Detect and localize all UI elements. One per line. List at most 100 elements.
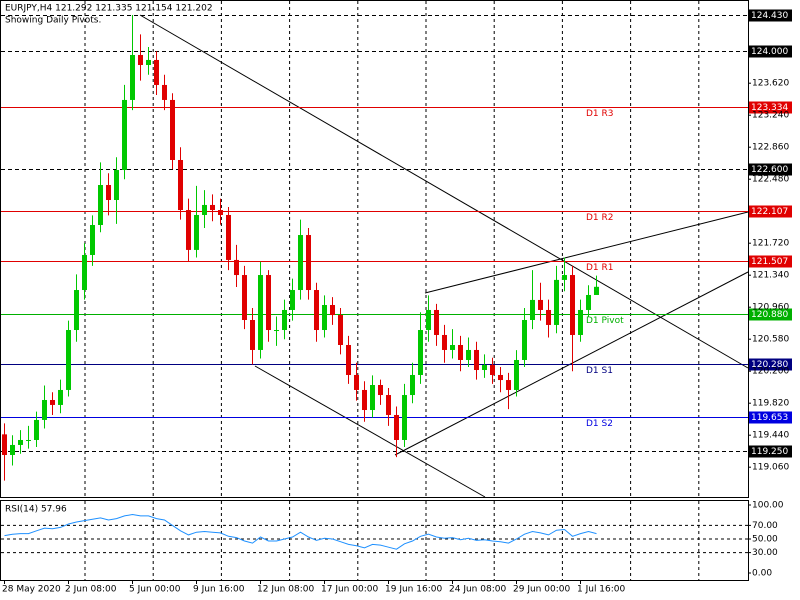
rsi-tick-label: 30.00 [752, 548, 778, 558]
level-label-box [748, 9, 792, 22]
candle-body [514, 359, 519, 390]
y-tick-label: 121.340 [752, 271, 789, 281]
candle-body [234, 259, 239, 276]
candle-body [562, 275, 567, 280]
candle-body [82, 254, 87, 291]
candle-body [186, 210, 191, 250]
candle-body [378, 385, 383, 396]
candle-body [538, 299, 543, 310]
y-tick-label: 123.240 [752, 111, 789, 121]
candle-body [162, 84, 167, 100]
y-tick-label: 120.960 [752, 303, 789, 313]
level-name: D1 R1 [586, 263, 614, 273]
chart-title: EURJPY,H4 121.292 121.335 121.154 121.20… [5, 4, 213, 14]
candle-body [402, 395, 407, 440]
x-tick-label: 17 Jun 00:00 [321, 585, 378, 595]
candle-body [18, 439, 23, 445]
candle-body [410, 374, 415, 396]
y-tick-label: 123.620 [752, 79, 789, 89]
candle-body [154, 59, 159, 85]
level-name: D1 R2 [586, 213, 614, 223]
rsi-label: RSI(14) 57.96 [5, 505, 67, 515]
y-tick-label: 120.200 [752, 367, 789, 377]
candle-body [434, 309, 439, 335]
rsi-tick-label: 50.00 [752, 535, 778, 545]
candle-body [138, 54, 143, 66]
candle-body [338, 315, 343, 346]
level-label-box [748, 45, 792, 58]
candle-body [242, 275, 247, 320]
candle-body [546, 309, 551, 325]
candle-body [474, 349, 479, 371]
candle-body [482, 364, 487, 371]
candle-body [418, 330, 423, 375]
candles [2, 14, 599, 481]
x-tick-label: 28 May 2020 [2, 585, 61, 595]
level-value-label: 123.334 [751, 103, 788, 113]
candle-body [170, 99, 175, 160]
candle-body [554, 279, 559, 325]
rsi-tick-label: 100.00 [752, 501, 784, 511]
level-label-box [748, 255, 792, 268]
candle-body [98, 185, 103, 226]
candle-body [114, 170, 119, 200]
candle-body [122, 99, 127, 171]
level-label-box [748, 163, 792, 176]
candle-body [290, 290, 295, 310]
candle-body [578, 309, 583, 335]
level-label-box [748, 445, 792, 458]
level-label-box [748, 101, 792, 114]
y-tick-label: 119.060 [752, 463, 789, 473]
x-tick-label: 9 Jun 16:00 [193, 585, 245, 595]
level-name: D1 Pivot [586, 316, 624, 326]
candle-body [570, 275, 575, 335]
candle-body [50, 399, 55, 405]
candle-body [202, 204, 207, 215]
trend-line [424, 211, 749, 294]
candle-body [178, 159, 183, 211]
candle-body [442, 334, 447, 350]
trend-line [394, 271, 749, 456]
levels: 124.430 124.000 123.334 D1 R3 122.600 122.107… [1, 9, 792, 458]
y-tick-label: 119.440 [752, 431, 789, 441]
candle-body [458, 345, 463, 360]
x-tick-label: 19 Jun 16:00 [385, 585, 442, 595]
candle-body [306, 235, 311, 291]
level-value-label: 124.000 [751, 47, 788, 57]
candle-body [594, 286, 599, 295]
x-tick-label: 29 Jun 00:00 [513, 585, 570, 595]
y-tick-label: 122.860 [752, 143, 789, 153]
rsi-tick-label: 70.00 [752, 521, 778, 531]
candle-body [266, 275, 271, 331]
candle-body [298, 235, 303, 291]
level-name: D1 R3 [586, 109, 614, 119]
y-tick-label: 119.820 [752, 399, 789, 409]
level-label-box [748, 358, 792, 371]
candle-body [530, 299, 535, 320]
candle-body [106, 185, 111, 200]
candle-body [26, 439, 31, 441]
candle-body [346, 345, 351, 375]
rsi-panel-border [0, 500, 749, 581]
candle-body [314, 290, 319, 331]
candle-body [130, 54, 135, 100]
candle-body [426, 309, 431, 331]
candle-body [194, 214, 199, 250]
level-value-label: 119.653 [751, 413, 788, 423]
candle-body [250, 319, 255, 350]
candle-body [362, 389, 367, 411]
level-value-label: 120.880 [751, 310, 788, 320]
level-name: D1 S1 [586, 366, 613, 376]
candle-body [282, 309, 287, 331]
candle-body [2, 434, 7, 455]
candle-body [90, 225, 95, 255]
candle-body [586, 294, 591, 310]
x-tick-label: 2 Jun 08:00 [65, 585, 117, 595]
trend-line [254, 365, 486, 498]
level-value-label: 121.507 [751, 257, 788, 267]
candle-body [522, 319, 527, 360]
candle-body [322, 305, 327, 331]
level-value-label: 119.250 [751, 447, 788, 457]
